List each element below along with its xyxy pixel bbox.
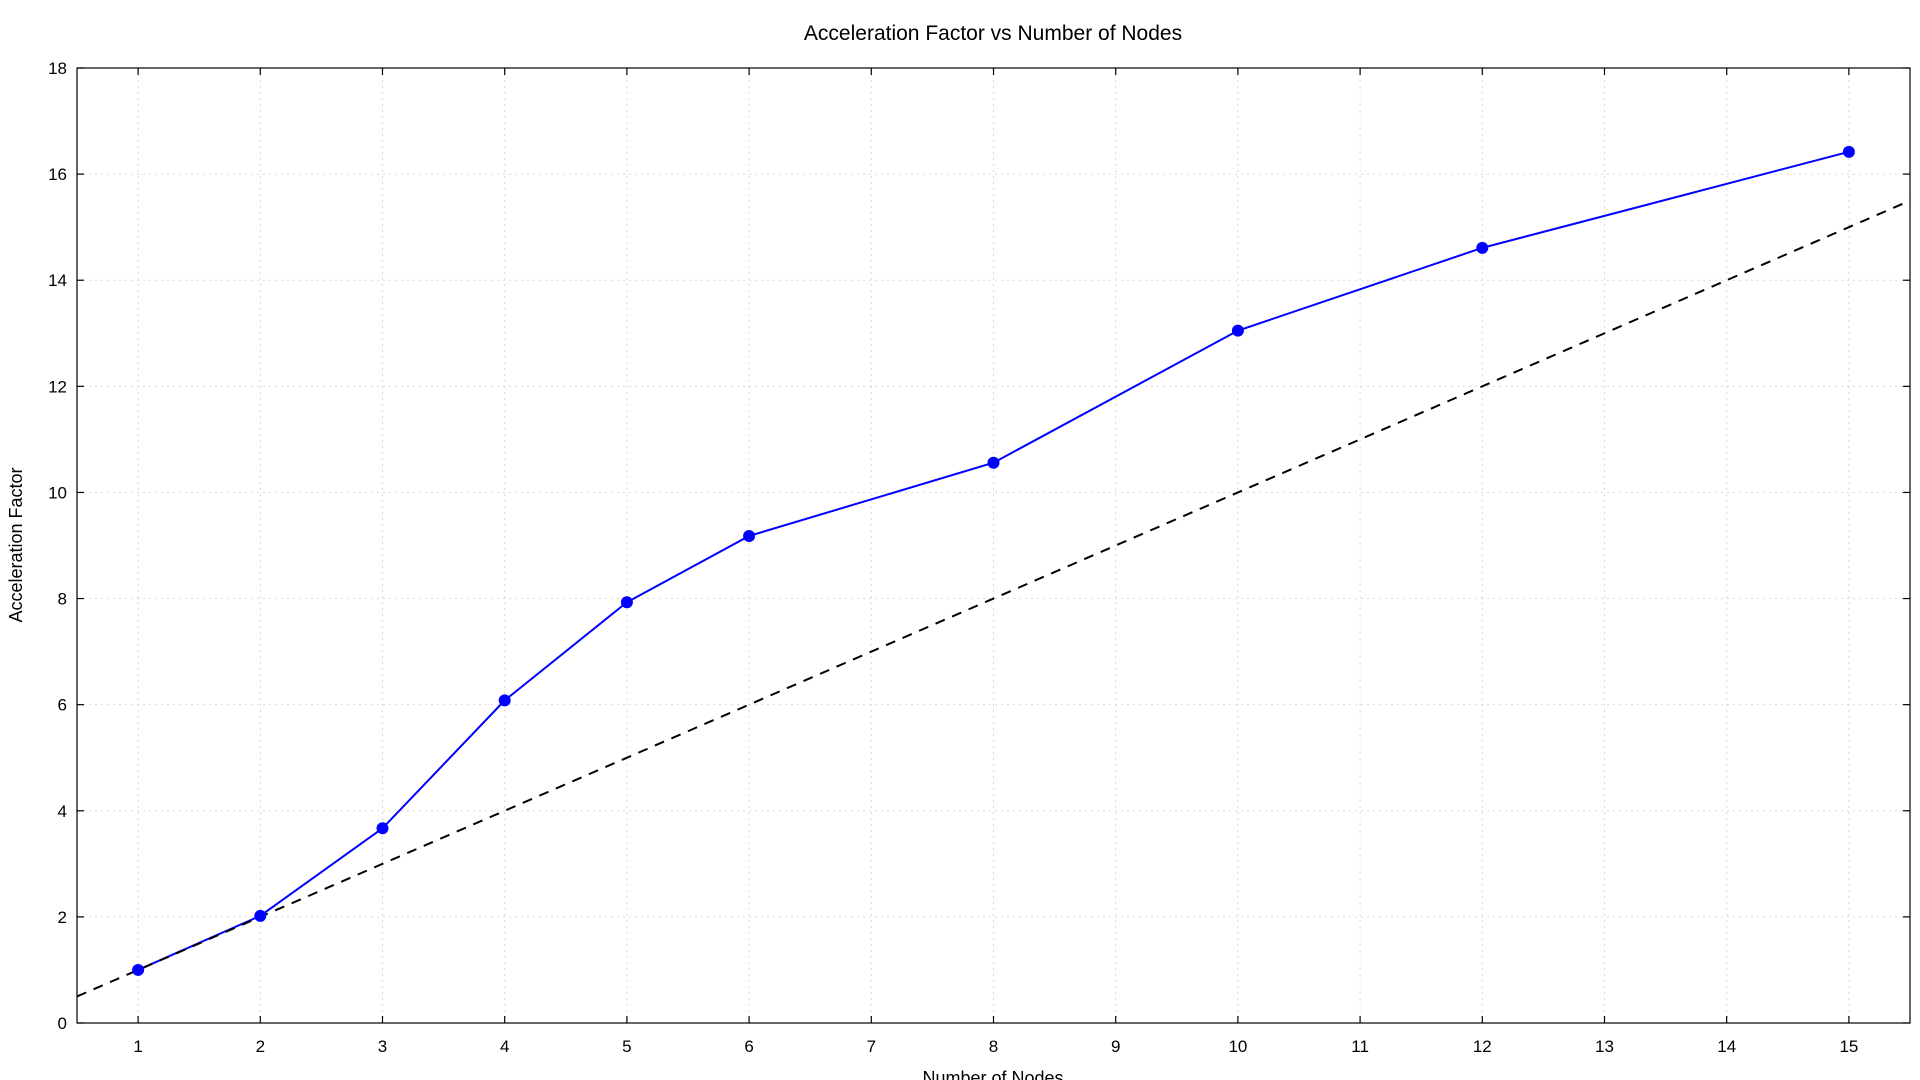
x-tick-label: 9: [1111, 1037, 1120, 1056]
acceleration-series-line: [137, 150, 1850, 971]
y-tick-label: 12: [48, 377, 67, 396]
series-lines: [76, 150, 1911, 998]
data-point-markers: [132, 145, 1855, 976]
data-point: [132, 963, 145, 976]
y-tick-label: 14: [48, 271, 67, 290]
x-tick-label: 11: [1351, 1037, 1369, 1056]
data-point: [1476, 241, 1489, 254]
data-point: [254, 909, 267, 922]
y-tick-label: 2: [58, 908, 67, 927]
x-tick-label: 2: [256, 1037, 265, 1056]
y-tick-label: 16: [48, 165, 67, 184]
data-point: [987, 456, 1000, 469]
x-tick-label: 5: [622, 1037, 631, 1056]
y-axis-label: Acceleration Factor: [6, 467, 26, 622]
y-tick-label: 4: [58, 802, 67, 821]
reference-dashed-line: [76, 199, 1911, 998]
x-tick-label: 4: [500, 1037, 509, 1056]
data-point: [743, 529, 756, 542]
x-tick-label: 10: [1228, 1037, 1247, 1056]
y-tick-label: 10: [48, 483, 67, 502]
x-axis-label: Number of Nodes: [922, 1068, 1063, 1080]
x-tick-label: 15: [1839, 1037, 1858, 1056]
y-tick-label: 18: [48, 59, 67, 78]
x-tick-label: 14: [1717, 1037, 1736, 1056]
y-tick-label: 6: [58, 696, 67, 715]
x-tick-label: 3: [378, 1037, 387, 1056]
grid: [77, 67, 1910, 1024]
x-tick-label: 12: [1473, 1037, 1492, 1056]
y-tick-label: 0: [58, 1014, 67, 1033]
data-point: [498, 694, 511, 707]
x-tick-label: 6: [744, 1037, 753, 1056]
data-point: [1842, 145, 1855, 158]
x-tick-label: 1: [133, 1037, 142, 1056]
x-tick-label: 13: [1595, 1037, 1614, 1056]
x-tick-label: 8: [989, 1037, 998, 1056]
y-tick-label: 8: [58, 590, 67, 609]
data-point: [1231, 324, 1244, 337]
x-tick-label: 7: [867, 1037, 876, 1056]
data-point: [620, 596, 633, 609]
data-point: [376, 822, 389, 835]
chart-title: Acceleration Factor vs Number of Nodes: [804, 22, 1182, 45]
plot-area-frame: [76, 67, 1911, 1024]
